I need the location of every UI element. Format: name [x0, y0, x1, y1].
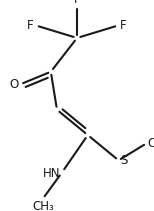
Text: F: F	[74, 0, 80, 6]
Text: O: O	[9, 78, 18, 91]
Text: S: S	[120, 154, 128, 167]
Text: CH₃: CH₃	[148, 137, 154, 150]
Text: F: F	[27, 19, 34, 32]
Text: F: F	[120, 19, 127, 32]
Text: CH₃: CH₃	[32, 200, 54, 211]
Text: HN: HN	[43, 166, 60, 180]
